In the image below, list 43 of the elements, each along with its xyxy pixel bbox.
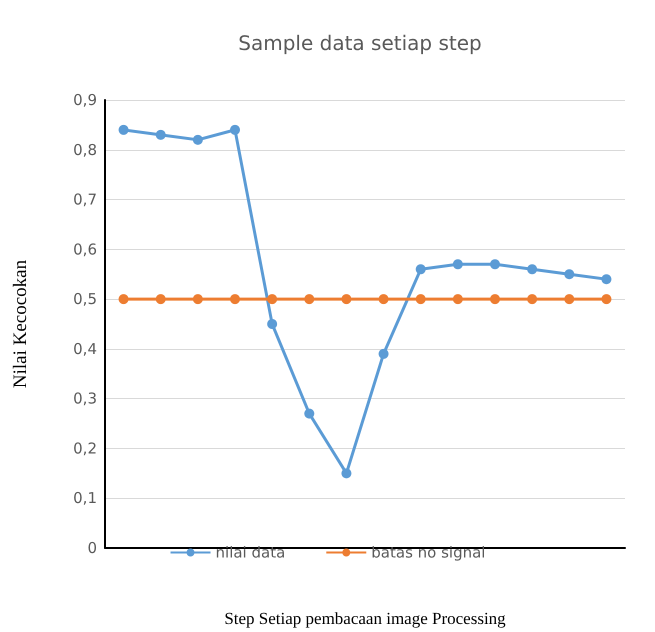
point <box>452 294 463 304</box>
point <box>267 294 278 304</box>
y-tick-label: 0,8 <box>73 140 97 159</box>
point <box>118 294 129 304</box>
point <box>267 319 278 329</box>
y-tick-label: 0,4 <box>73 340 97 358</box>
y-tick-label: 0,5 <box>73 290 97 308</box>
point <box>341 294 352 304</box>
point <box>230 124 240 135</box>
legend-label: nilai data <box>216 544 286 562</box>
point <box>601 294 612 304</box>
y-axis-title: Nilai Kecocokan <box>10 259 31 388</box>
point <box>490 259 500 270</box>
y-tick-label: 0 <box>87 539 97 557</box>
legend-label: batas no signal <box>371 544 486 562</box>
point <box>564 294 574 304</box>
point <box>118 124 129 135</box>
point <box>378 294 389 304</box>
point <box>156 294 166 304</box>
y-tick-label: 0,6 <box>73 240 97 258</box>
point <box>564 269 574 280</box>
y-tick-label: 0,1 <box>73 489 97 508</box>
y-tick-label: 0,3 <box>73 390 97 408</box>
point <box>341 468 352 478</box>
point <box>416 264 426 274</box>
point <box>304 294 314 304</box>
point <box>527 294 538 304</box>
point <box>416 294 426 304</box>
y-tick-label: 0,2 <box>73 439 97 458</box>
y-tick-label: 0,9 <box>73 91 97 109</box>
point <box>452 259 463 270</box>
point <box>601 274 612 284</box>
y-tick-label: 0,7 <box>73 190 97 209</box>
x-axis-title: Step Setiap pembacaan image Processing <box>224 609 506 628</box>
point <box>192 294 203 304</box>
chart-title: Sample data setiap step <box>238 31 482 55</box>
point <box>304 408 314 419</box>
point <box>230 294 240 304</box>
point <box>156 130 166 140</box>
point <box>490 294 500 304</box>
point <box>192 134 203 145</box>
point <box>378 348 389 359</box>
point <box>527 264 538 274</box>
